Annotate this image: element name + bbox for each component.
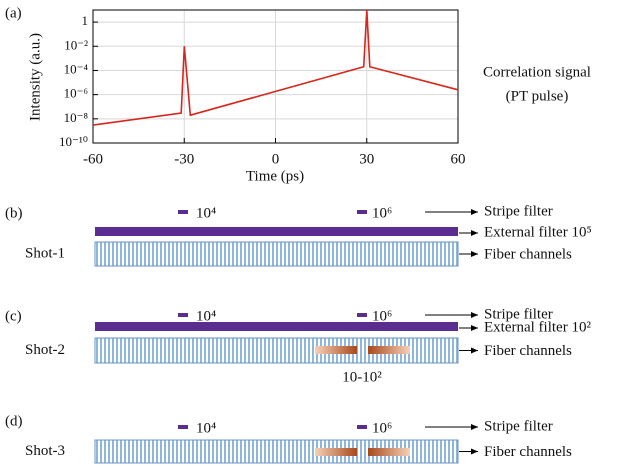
stripe-filter — [357, 313, 367, 317]
panel-label: (c) — [5, 308, 22, 324]
hot-spot — [315, 448, 357, 456]
hot-label: 10-10² — [342, 369, 382, 385]
panel-label: (d) — [5, 413, 23, 429]
panel-label: (b) — [5, 205, 23, 221]
y-axis-label: Intensity (a.u.) — [27, 33, 43, 121]
stripe-filter — [178, 313, 188, 317]
annotation: Fiber channels — [484, 343, 572, 359]
annotation: Stripe filter — [484, 418, 553, 434]
x-tick-label: 0 — [272, 151, 280, 167]
external-filter — [95, 227, 458, 236]
stripe-value: 10⁶ — [372, 308, 392, 324]
annotation: External filter 10⁵ — [484, 224, 592, 240]
hot-spot — [315, 346, 357, 354]
x-tick-label: -60 — [83, 151, 103, 167]
annotation: Correlation signal — [483, 64, 591, 80]
external-filter — [95, 322, 458, 331]
hot-spot — [368, 346, 410, 354]
annotation: Fiber channels — [484, 246, 572, 262]
y-tick-label: 10⁻² — [64, 37, 88, 52]
y-tick-label: 1 — [82, 13, 89, 28]
fiber-channels — [94, 241, 459, 267]
x-tick-label: 30 — [359, 151, 374, 167]
annotation: Stripe filter — [484, 203, 553, 219]
signal-line — [92, 9, 459, 126]
annotation: Fiber channels — [484, 444, 572, 460]
stripe-value: 10⁴ — [196, 205, 216, 221]
y-tick-label: 10⁻¹⁰ — [59, 134, 88, 149]
y-tick-label: 10⁻⁸ — [64, 110, 89, 125]
stripe-value: 10⁶ — [372, 205, 392, 221]
x-tick-label: 60 — [451, 151, 466, 167]
stripe-filter — [357, 210, 367, 214]
hot-spot — [368, 448, 410, 456]
annotation: (PT pulse) — [506, 88, 569, 104]
x-axis-label: Time (ps) — [246, 168, 304, 184]
stripe-filter — [178, 210, 188, 214]
shot-label: Shot-2 — [25, 342, 65, 358]
stripe-filter — [178, 425, 188, 429]
fiber-channels — [94, 439, 459, 464]
annotation: Stripe filter — [484, 306, 553, 322]
plot-frame — [92, 9, 459, 144]
panel-label: (a) — [5, 5, 22, 21]
stripe-filter — [357, 425, 367, 429]
shot-label: Shot-1 — [25, 245, 65, 261]
y-tick-label: 10⁻⁴ — [64, 61, 89, 76]
stripe-value: 10⁴ — [196, 420, 216, 436]
shot-label: Shot-3 — [25, 443, 65, 459]
stripe-value: 10⁶ — [372, 420, 392, 436]
y-tick-label: 10⁻⁶ — [64, 86, 88, 101]
stripe-value: 10⁴ — [196, 308, 216, 324]
annotation: External filter 10² — [484, 319, 591, 335]
x-tick-label: -30 — [174, 151, 194, 167]
